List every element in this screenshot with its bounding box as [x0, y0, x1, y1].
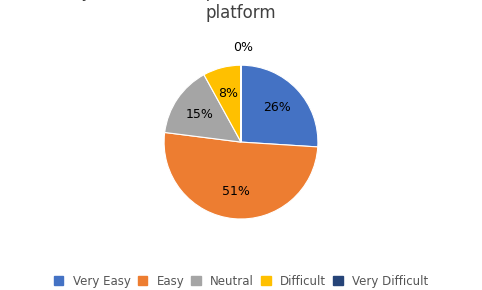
Legend: Very Easy, Easy, Neutral, Difficult, Very Difficult: Very Easy, Easy, Neutral, Difficult, Ver…: [51, 272, 431, 290]
Text: 26%: 26%: [264, 102, 291, 114]
Title: Rate your overall experience with the Metaverse
platform: Rate your overall experience with the Me…: [38, 0, 444, 22]
Wedge shape: [241, 65, 318, 147]
Wedge shape: [204, 65, 241, 142]
Wedge shape: [165, 75, 241, 142]
Text: 8%: 8%: [218, 87, 239, 100]
Text: 15%: 15%: [186, 108, 214, 121]
Wedge shape: [164, 133, 318, 219]
Text: 51%: 51%: [222, 185, 250, 198]
Text: 0%: 0%: [233, 41, 253, 54]
